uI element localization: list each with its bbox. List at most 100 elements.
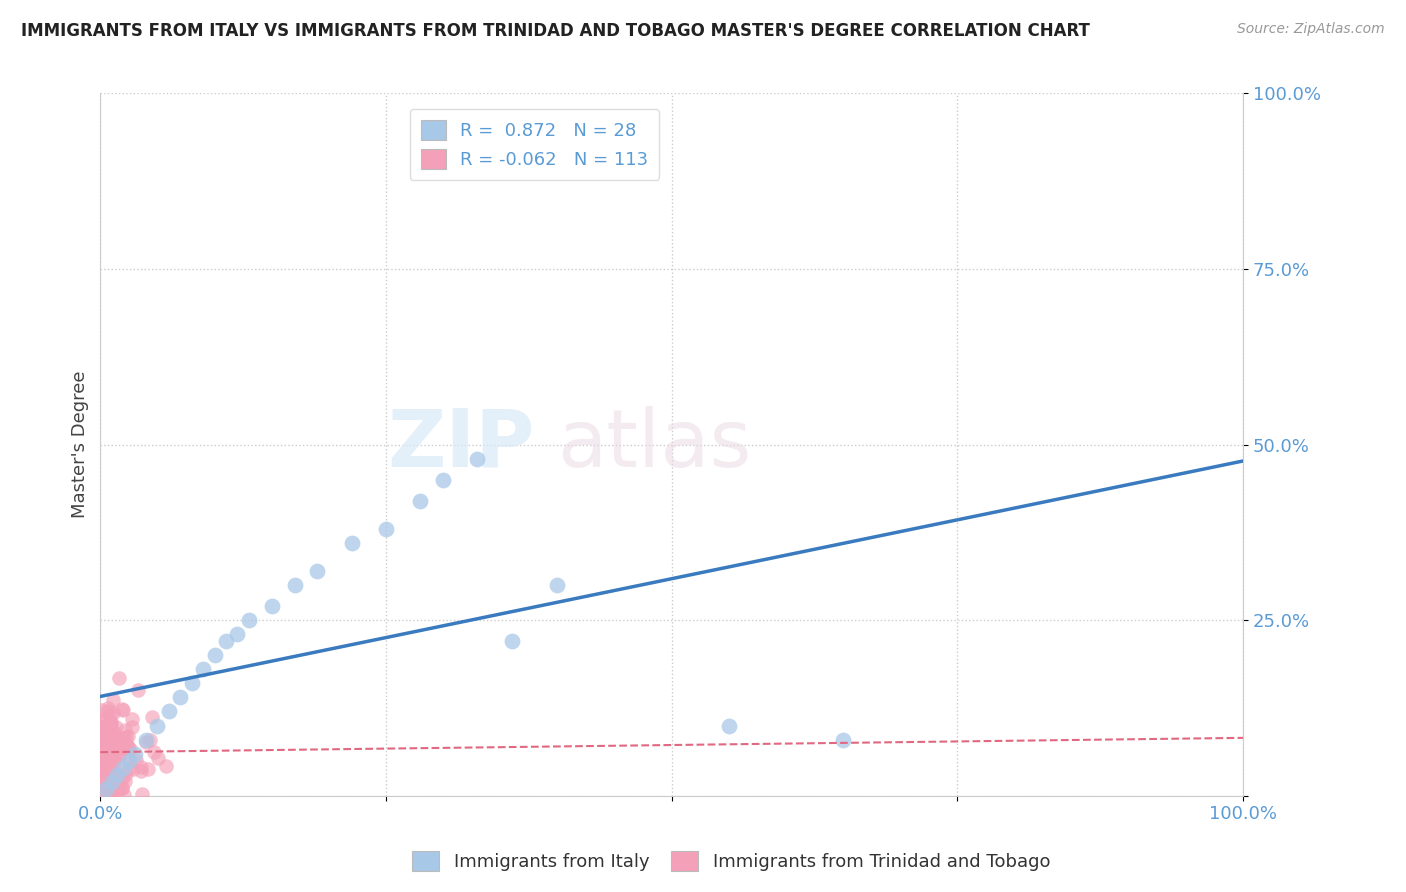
Point — [105, 741, 128, 756]
Point — [97, 701, 120, 715]
Point — [97, 704, 120, 718]
Point — [101, 774, 124, 789]
Point — [127, 683, 149, 698]
Point — [118, 741, 141, 756]
Point — [91, 752, 114, 766]
Point — [501, 634, 523, 648]
Point — [93, 721, 115, 735]
Point — [97, 765, 120, 780]
Point — [108, 740, 131, 755]
Point — [215, 634, 238, 648]
Point — [121, 762, 143, 776]
Point — [131, 787, 153, 801]
Point — [91, 728, 114, 742]
Point — [96, 764, 118, 778]
Point — [100, 744, 122, 758]
Point — [146, 718, 169, 732]
Point — [100, 723, 122, 737]
Point — [111, 702, 134, 716]
Point — [105, 736, 128, 750]
Point — [112, 731, 135, 746]
Point — [97, 786, 120, 800]
Point — [260, 599, 283, 613]
Point — [129, 760, 152, 774]
Point — [94, 781, 117, 796]
Point — [96, 780, 118, 795]
Point — [98, 723, 121, 738]
Point — [409, 493, 432, 508]
Point — [100, 788, 122, 802]
Point — [90, 768, 112, 782]
Point — [98, 727, 121, 741]
Point — [142, 745, 165, 759]
Point — [107, 750, 129, 764]
Point — [100, 717, 122, 731]
Point — [717, 718, 740, 732]
Point — [104, 721, 127, 735]
Point — [112, 740, 135, 755]
Point — [467, 451, 489, 466]
Point — [118, 753, 141, 767]
Point — [114, 723, 136, 737]
Point — [112, 761, 135, 775]
Point — [94, 710, 117, 724]
Point — [90, 747, 112, 761]
Point — [90, 739, 112, 753]
Point — [226, 627, 249, 641]
Point — [100, 753, 122, 767]
Point — [238, 613, 260, 627]
Point — [110, 781, 132, 796]
Point — [97, 739, 120, 753]
Point — [100, 754, 122, 768]
Point — [93, 725, 115, 739]
Point — [97, 756, 120, 770]
Point — [146, 751, 169, 765]
Point — [115, 737, 138, 751]
Point — [103, 764, 125, 779]
Point — [118, 754, 141, 768]
Point — [96, 773, 118, 788]
Point — [96, 738, 118, 752]
Point — [90, 719, 112, 733]
Point — [103, 760, 125, 774]
Point — [90, 721, 112, 735]
Point — [135, 734, 157, 748]
Point — [117, 729, 139, 743]
Point — [107, 767, 129, 781]
Point — [340, 536, 363, 550]
Text: IMMIGRANTS FROM ITALY VS IMMIGRANTS FROM TRINIDAD AND TOBAGO MASTER'S DEGREE COR: IMMIGRANTS FROM ITALY VS IMMIGRANTS FROM… — [21, 22, 1090, 40]
Point — [135, 732, 157, 747]
Point — [108, 747, 131, 761]
Point — [117, 739, 139, 754]
Point — [96, 765, 118, 780]
Y-axis label: Master's Degree: Master's Degree — [72, 371, 89, 518]
Point — [94, 764, 117, 778]
Point — [115, 767, 138, 781]
Point — [101, 736, 124, 750]
Point — [104, 753, 127, 767]
Point — [108, 731, 131, 746]
Point — [101, 757, 124, 772]
Point — [284, 578, 307, 592]
Point — [90, 714, 112, 729]
Point — [108, 777, 131, 791]
Point — [90, 774, 112, 789]
Point — [96, 754, 118, 768]
Point — [107, 783, 129, 797]
Point — [100, 733, 122, 747]
Point — [101, 782, 124, 797]
Point — [114, 773, 136, 788]
Point — [204, 648, 226, 663]
Point — [101, 755, 124, 769]
Point — [100, 773, 122, 788]
Point — [155, 759, 177, 773]
Point — [100, 782, 122, 797]
Point — [139, 732, 162, 747]
Point — [97, 769, 120, 783]
Point — [111, 780, 134, 795]
Point — [136, 762, 159, 776]
Point — [432, 473, 454, 487]
Point — [91, 765, 114, 780]
Point — [90, 756, 112, 770]
Point — [98, 764, 121, 779]
